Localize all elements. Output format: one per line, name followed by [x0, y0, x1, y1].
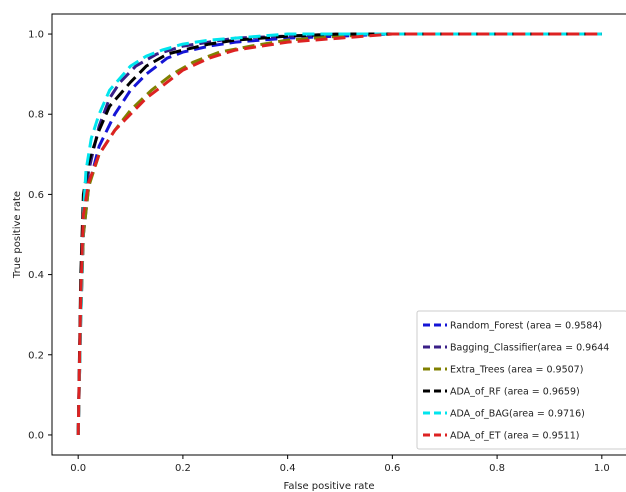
x-tick-label: 0.8	[489, 463, 505, 474]
plot-frame	[51, 13, 626, 456]
y-tick-label: 0.6	[28, 190, 44, 201]
legend: Random_Forest (area = 0.9584) Bagging_Cla…	[416, 310, 626, 450]
legend-label: ADA_of_RF (area = 0.9659)	[450, 387, 580, 398]
legend-label: Bagging_Classifier(area = 0.9644	[450, 343, 609, 354]
y-tick-label: 1.0	[28, 30, 44, 41]
legend-label: ADA_of_BAG(area = 0.9716)	[450, 409, 585, 420]
legend-label: Random_Forest (area = 0.9584)	[450, 321, 602, 332]
y-tick-label: 0.0	[28, 430, 44, 441]
series-line-1	[76, 32, 602, 436]
x-tick-label: 0.4	[280, 463, 296, 474]
y-axis-title: True positive rate	[12, 191, 23, 279]
plot-area	[76, 32, 602, 436]
y-tick-label: 0.4	[28, 270, 44, 281]
x-tick-label: 0.0	[70, 463, 86, 474]
axis-ticks: 0.0 0.2 0.4 0.6 0.8 1.0 0.0 0.2 0.4 0.6 0.8 1.0	[28, 30, 610, 474]
legend-box	[416, 310, 626, 450]
x-tick-label: 1.0	[594, 463, 610, 474]
legend-label: ADA_of_ET (area = 0.9511)	[450, 431, 579, 442]
y-tick-label: 0.2	[28, 350, 44, 361]
x-tick-label: 0.2	[175, 463, 191, 474]
x-axis-title: False positive rate	[284, 481, 375, 492]
series-line-4	[76, 32, 602, 436]
legend-label: Extra_Trees (area = 0.9507)	[450, 365, 583, 376]
x-tick-label: 0.6	[384, 463, 400, 474]
y-tick-label: 0.8	[28, 110, 44, 121]
